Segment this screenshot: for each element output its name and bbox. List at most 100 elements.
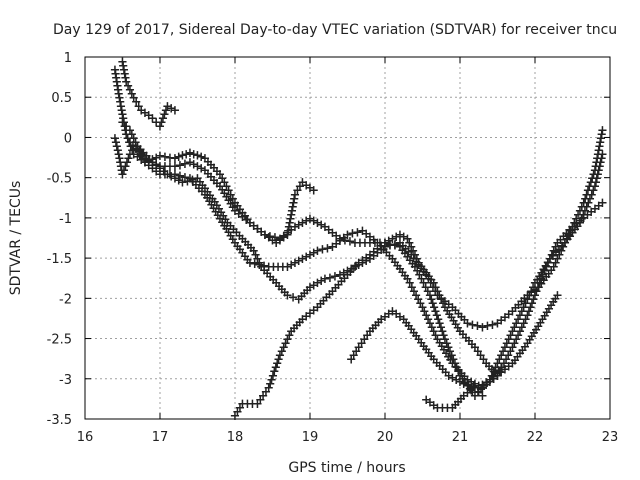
data-point: + <box>348 262 359 277</box>
data-point: + <box>263 381 274 396</box>
data-point: + <box>597 148 608 163</box>
data-point: + <box>147 156 158 171</box>
data-point: + <box>134 145 145 160</box>
data-point: + <box>243 238 254 253</box>
data-point: + <box>395 228 406 243</box>
data-point: + <box>390 255 401 270</box>
data-point: + <box>370 236 381 251</box>
data-point: + <box>496 361 507 376</box>
satellite-track-2: +++++++++++++++++++++++++ <box>117 55 180 134</box>
data-point: + <box>160 150 171 165</box>
data-point: + <box>357 253 368 268</box>
data-point: + <box>408 244 419 259</box>
data-point: + <box>445 353 456 368</box>
data-point: + <box>112 79 123 94</box>
data-point: + <box>487 370 498 385</box>
y-tick-label: -1.5 <box>47 252 72 267</box>
data-point: + <box>275 349 286 364</box>
data-point: + <box>151 115 162 130</box>
data-point: + <box>447 357 458 372</box>
data-point: + <box>437 401 448 416</box>
data-point: + <box>114 152 125 167</box>
data-point: + <box>263 260 274 275</box>
data-point: + <box>316 274 327 289</box>
data-point: + <box>478 353 489 368</box>
satellite-track-1: ++++++++++++++++++++++++++++++++++++++++… <box>110 63 320 251</box>
data-point: + <box>128 131 139 146</box>
data-point: + <box>595 135 606 150</box>
data-point: + <box>290 188 301 203</box>
data-point: + <box>416 261 427 276</box>
x-axis-label: GPS time / hours <box>288 460 405 476</box>
x-tick-label: 21 <box>452 430 469 445</box>
data-point: + <box>250 248 261 263</box>
data-point: + <box>511 316 522 331</box>
y-tick-label: -3.5 <box>47 413 72 428</box>
data-point: + <box>398 312 409 327</box>
data-point: + <box>278 229 289 244</box>
data-point: + <box>247 397 258 412</box>
data-point: + <box>500 363 511 378</box>
data-point: + <box>209 173 220 188</box>
data-point: + <box>111 71 122 86</box>
data-point: + <box>140 106 151 121</box>
data-point: + <box>232 239 243 254</box>
data-point: + <box>119 63 130 78</box>
data-point: + <box>308 214 319 229</box>
data-point: + <box>590 160 601 175</box>
data-point: + <box>542 256 553 271</box>
data-point: + <box>263 231 274 246</box>
data-point: + <box>282 288 293 303</box>
data-point: + <box>353 258 364 273</box>
data-point: + <box>567 220 578 235</box>
data-point: + <box>242 213 253 228</box>
satellite-track-7: ++++++++++++++++++++++++++++++++++++++++… <box>346 304 507 395</box>
data-point: + <box>432 288 443 303</box>
data-point: + <box>496 361 507 376</box>
data-point: + <box>434 336 445 351</box>
data-point: + <box>404 236 415 251</box>
data-point: + <box>436 292 447 307</box>
data-point: + <box>583 184 594 199</box>
data-point: + <box>361 251 372 266</box>
data-point: + <box>138 152 149 167</box>
data-point: + <box>130 135 141 150</box>
data-point: + <box>403 319 414 334</box>
data-point: + <box>431 308 442 323</box>
data-point: + <box>400 269 411 284</box>
satellite-track-5: ++++++++++++++++++++++++++++++++++++++++… <box>125 135 608 403</box>
data-point: + <box>252 222 263 237</box>
data-point: + <box>515 308 526 323</box>
data-point: + <box>367 321 378 336</box>
data-point: + <box>128 148 139 163</box>
data-point: + <box>418 265 429 280</box>
data-point: + <box>576 200 587 215</box>
data-point: + <box>442 401 453 416</box>
data-point: + <box>119 119 130 134</box>
data-point: + <box>335 268 346 283</box>
data-point: + <box>416 259 427 274</box>
data-point: + <box>327 284 338 299</box>
data-point: + <box>368 233 379 248</box>
data-point: + <box>123 79 134 94</box>
data-point: + <box>440 300 451 315</box>
data-point: + <box>411 252 422 267</box>
data-point: + <box>122 156 133 171</box>
data-point: + <box>459 313 470 328</box>
data-point: + <box>347 227 358 242</box>
data-point: + <box>312 300 323 315</box>
data-point: + <box>466 384 477 399</box>
data-point: + <box>548 249 559 264</box>
data-point: + <box>342 268 353 283</box>
data-point: + <box>397 266 408 281</box>
data-point: + <box>155 119 166 134</box>
data-point: + <box>170 172 181 187</box>
data-point: + <box>481 378 492 393</box>
data-point: + <box>137 148 148 163</box>
data-point: + <box>425 276 436 291</box>
data-point: + <box>200 188 211 203</box>
data-point: + <box>395 310 406 325</box>
data-point: + <box>448 314 459 329</box>
data-point: + <box>245 216 256 231</box>
data-point: + <box>165 168 176 183</box>
